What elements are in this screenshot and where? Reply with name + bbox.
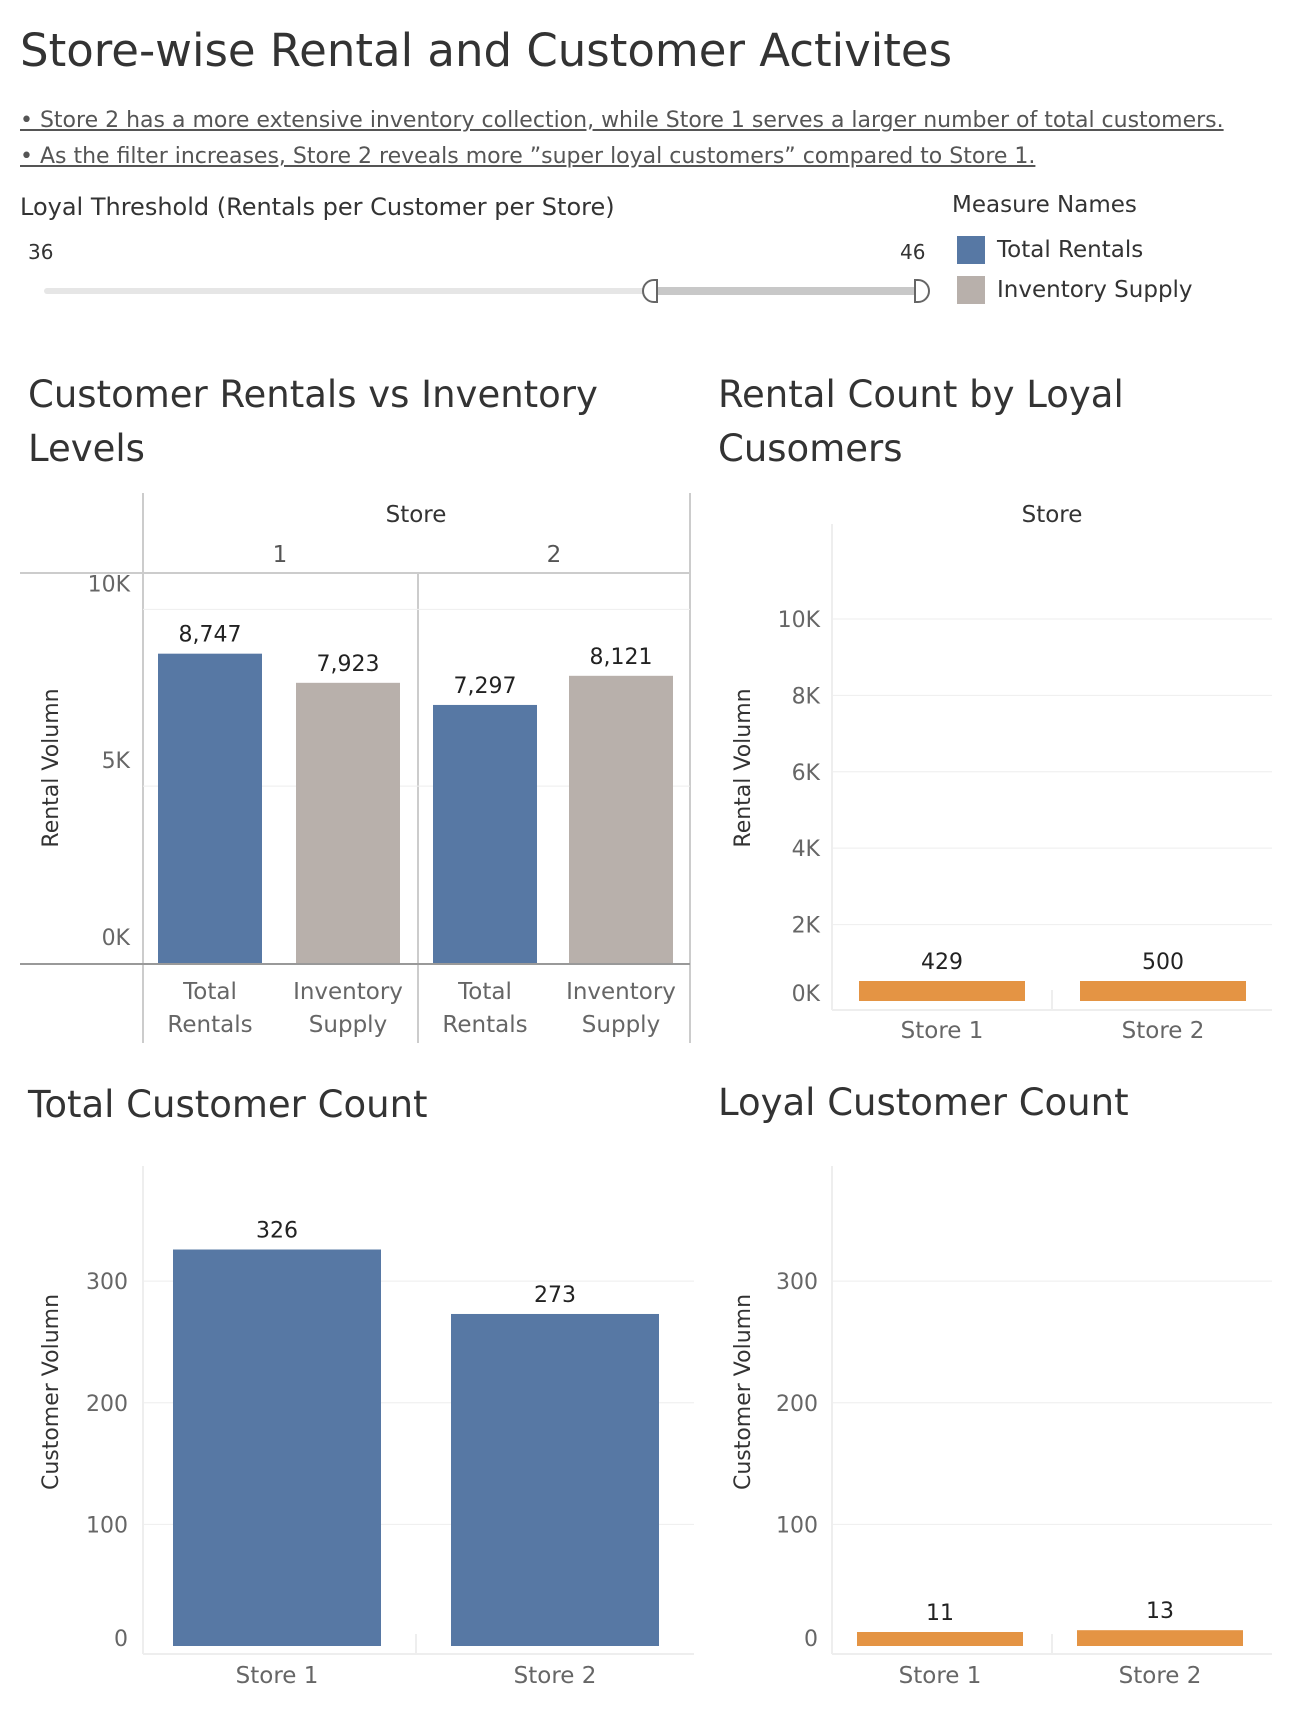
chart1-ytick-label: 0K bbox=[102, 926, 131, 951]
chart2-ytick-label: 6K bbox=[792, 761, 821, 786]
chart3-bar-value-label: 326 bbox=[256, 1219, 298, 1244]
chart1-bar bbox=[296, 682, 400, 963]
chart1-xtick-label: Total bbox=[182, 979, 237, 1005]
chart3-ytick-label: 100 bbox=[86, 1513, 128, 1538]
dashboard-title: Store-wise Rental and Customer Activites bbox=[20, 24, 953, 77]
chart2-xtick-label: Store 1 bbox=[901, 1018, 984, 1044]
chart1-title: Customer Rentals vs Inventory Levels bbox=[28, 368, 598, 476]
filter-max-value: 46 bbox=[900, 240, 926, 264]
chart1-xtick-label: Rentals bbox=[167, 1012, 252, 1038]
chart1-bar bbox=[569, 675, 673, 963]
chart1-bar-value-label: 8,121 bbox=[590, 645, 653, 670]
chart2-y-axis-title: Rental Volumn bbox=[731, 688, 756, 847]
legend-title: Measure Names bbox=[952, 192, 1137, 218]
chart2-ytick-label: 4K bbox=[792, 837, 821, 862]
chart2-ytick-label: 2K bbox=[792, 914, 821, 939]
chart2-bar-value-label: 500 bbox=[1142, 950, 1184, 975]
chart1-bar-value-label: 7,297 bbox=[454, 674, 517, 699]
chart1-xtick-label: Supply bbox=[582, 1012, 660, 1038]
chart3-y-axis-title: Customer Volumn bbox=[39, 1294, 64, 1490]
chart2-column-header: Store bbox=[1022, 502, 1083, 528]
chart2-xtick-label: Store 2 bbox=[1122, 1018, 1205, 1044]
chart2-title: Rental Count by Loyal Cusomers bbox=[718, 368, 1124, 476]
chart1-bar bbox=[433, 704, 537, 963]
chart1-xtick-label: Supply bbox=[309, 1012, 387, 1038]
legend-swatch-inventory-supply bbox=[957, 276, 985, 304]
chart3-ytick-label: 200 bbox=[86, 1392, 128, 1417]
chart1-store-header: 1 bbox=[273, 542, 288, 568]
insight-bullet-1[interactable]: • Store 2 has a more extensive inventory… bbox=[20, 108, 1224, 133]
chart4-y-axis-title: Customer Volumn bbox=[731, 1294, 756, 1490]
slider-handle-min[interactable] bbox=[642, 279, 658, 303]
chart1-store-header: 2 bbox=[547, 542, 562, 568]
chart2-bar bbox=[1080, 981, 1246, 1001]
chart2-bar bbox=[859, 981, 1025, 1001]
chart4-bar bbox=[1077, 1630, 1243, 1646]
chart4-title: Loyal Customer Count bbox=[718, 1081, 1129, 1124]
insight-bullet-2[interactable]: • As the filter increases, Store 2 revea… bbox=[20, 144, 1036, 169]
chart2-ytick-label: 0K bbox=[792, 982, 821, 1007]
chart1-xtick-label: Rentals bbox=[442, 1012, 527, 1038]
legend-item-total-rentals[interactable]: Total Rentals bbox=[957, 236, 1143, 264]
chart1-title-line1: Customer Rentals vs Inventory bbox=[28, 373, 598, 416]
filter-min-value: 36 bbox=[28, 240, 54, 264]
chart1-xtick-label: Total bbox=[457, 979, 512, 1005]
legend-swatch-total-rentals bbox=[957, 236, 985, 264]
chart2-bar-value-label: 429 bbox=[921, 950, 963, 975]
chart2-title-line2: Cusomers bbox=[718, 427, 903, 470]
chart4-bar bbox=[857, 1632, 1023, 1646]
legend-item-inventory-supply[interactable]: Inventory Supply bbox=[957, 276, 1193, 304]
chart4-bar-value-label: 11 bbox=[926, 1601, 954, 1626]
chart1-xtick-label: Inventory bbox=[566, 979, 676, 1005]
chart2-ytick-label: 8K bbox=[792, 684, 821, 709]
chart2-ytick-label: 10K bbox=[778, 608, 821, 633]
chart3-title: Total Customer Count bbox=[28, 1083, 428, 1126]
chart3-bar bbox=[173, 1249, 381, 1646]
chart3-bar bbox=[451, 1313, 659, 1646]
chart3-ytick-label: 300 bbox=[86, 1270, 128, 1295]
chart1-ytick-label: 10K bbox=[88, 572, 131, 597]
chart2-title-line1: Rental Count by Loyal bbox=[718, 373, 1124, 416]
chart4-ytick-label: 300 bbox=[776, 1270, 818, 1295]
chart1-column-header: Store bbox=[386, 502, 447, 528]
legend-label-inventory-supply: Inventory Supply bbox=[997, 277, 1193, 303]
slider-handle-max[interactable] bbox=[914, 279, 930, 303]
slider-selected-range[interactable] bbox=[650, 287, 920, 295]
chart1-y-axis-title: Rental Volumn bbox=[39, 688, 64, 847]
chart4-ytick-label: 200 bbox=[776, 1392, 818, 1417]
chart1-xtick-label: Inventory bbox=[293, 979, 403, 1005]
filter-title: Loyal Threshold (Rentals per Customer pe… bbox=[20, 193, 615, 221]
chart4-bar-value-label: 13 bbox=[1146, 1599, 1174, 1624]
chart3-bar-value-label: 273 bbox=[534, 1283, 576, 1308]
legend-label-total-rentals: Total Rentals bbox=[997, 237, 1144, 263]
chart3-xtick-label: Store 1 bbox=[236, 1663, 319, 1689]
chart4-xtick-label: Store 1 bbox=[899, 1663, 982, 1689]
chart1-ytick-label: 5K bbox=[102, 749, 131, 774]
chart1-bar-value-label: 8,747 bbox=[179, 623, 242, 648]
chart4-ytick-label: 0 bbox=[804, 1627, 818, 1652]
chart1-bar-value-label: 7,923 bbox=[317, 652, 380, 677]
chart3-xtick-label: Store 2 bbox=[514, 1663, 597, 1689]
chart1-bar bbox=[158, 653, 262, 963]
chart1-title-line2: Levels bbox=[28, 427, 145, 470]
chart3-ytick-label: 0 bbox=[114, 1627, 128, 1652]
chart4-ytick-label: 100 bbox=[776, 1513, 818, 1538]
chart4-xtick-label: Store 2 bbox=[1119, 1663, 1202, 1689]
slider-track[interactable] bbox=[44, 288, 920, 294]
